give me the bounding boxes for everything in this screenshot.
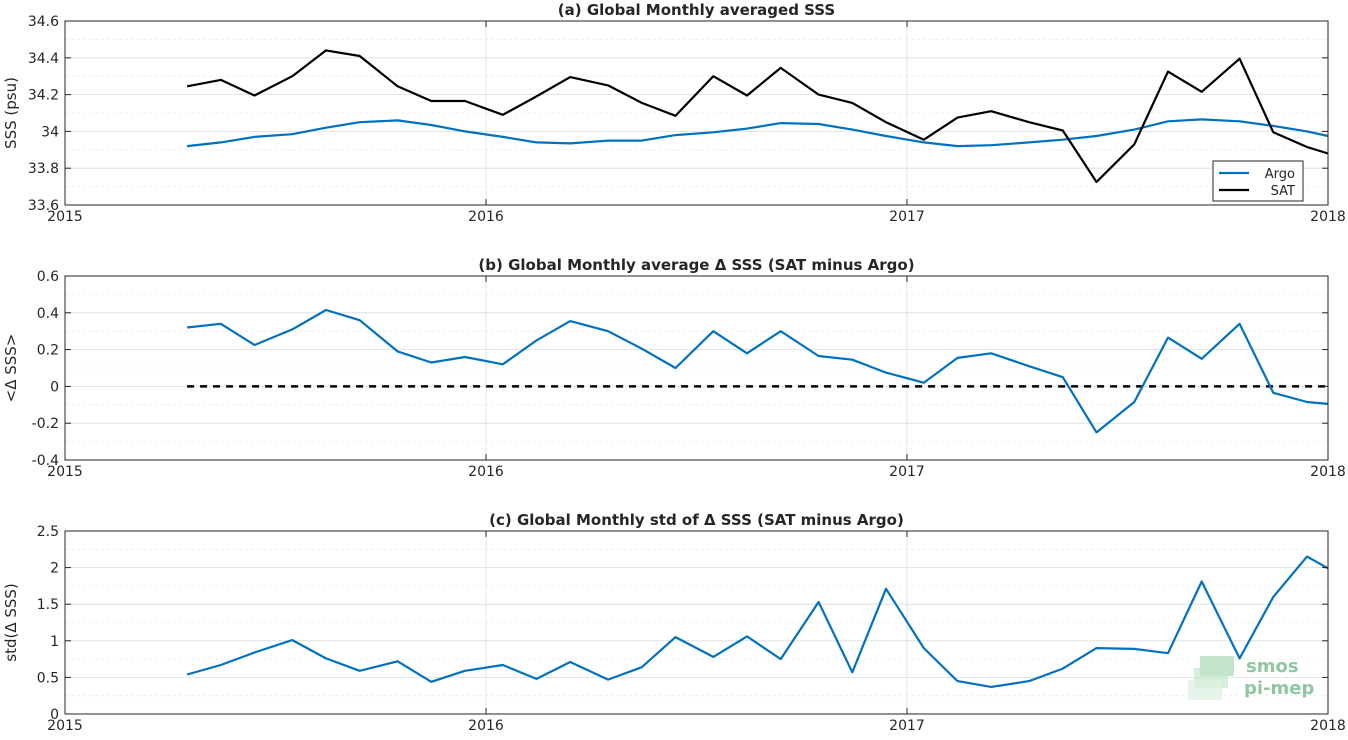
y-tick-label: 34.4 xyxy=(28,51,59,67)
y-tick-label: 34.2 xyxy=(28,88,59,104)
smos-pi-mep-logo: smos pi-mep xyxy=(1188,656,1314,700)
y-tick-label: 0.6 xyxy=(37,269,59,285)
series-line-argo xyxy=(186,118,1329,148)
x-tick-label: 2015 xyxy=(47,209,83,225)
logo-text-line2: pi-mep xyxy=(1244,678,1314,699)
y-axis-label: SSS (psu) xyxy=(2,77,20,149)
panel-2: -0.4 -0.2 0 0.2 0.4 0.6 2015 2016 2017 2018 (b) Gl… xyxy=(2,256,1346,480)
y-tick-label: 1.5 xyxy=(37,597,59,613)
panel-1: 33.6 33.8 34 34.2 34.4 34.6 2015 2016 2017 2018 (a… xyxy=(2,1,1346,225)
legend: Argo SAT xyxy=(1212,160,1304,202)
y-tick-label: 33.6 xyxy=(28,198,59,214)
x-tick-label: 2017 xyxy=(889,209,925,225)
chart-title: (c) Global Monthly std of Δ SSS (SAT min… xyxy=(489,511,904,529)
x-tick-label: 2016 xyxy=(468,464,504,480)
x-tick-label: 2017 xyxy=(889,464,925,480)
y-tick-label: -0.2 xyxy=(32,416,59,432)
x-tick-label: 2018 xyxy=(1310,209,1346,225)
chart-title: (a) Global Monthly averaged SSS xyxy=(558,1,835,19)
x-tick-label: 2015 xyxy=(47,718,83,734)
panel-3: 0 0.5 1 1.5 2 2.5 2015 2016 2017 2018 (c) Global M… xyxy=(2,511,1346,734)
y-tick-label: 34 xyxy=(41,124,59,140)
y-tick-label: 1 xyxy=(50,634,59,650)
legend-box xyxy=(1212,160,1304,202)
y-axis-label: std(Δ SSS) xyxy=(2,583,20,662)
logo-text-line1: smos xyxy=(1246,656,1299,677)
x-tick-label: 2016 xyxy=(468,209,504,225)
logo-mark-shadow-2 xyxy=(1188,680,1222,700)
y-tick-label: 0.4 xyxy=(37,306,59,322)
y-tick-label: -0.4 xyxy=(32,453,59,469)
y-tick-label: 2.5 xyxy=(37,524,59,540)
y-tick-label: 33.8 xyxy=(28,161,59,177)
series-line-sat xyxy=(186,49,1329,184)
series-line-1 xyxy=(186,555,1329,689)
y-tick-label: 0 xyxy=(50,707,59,723)
x-tick-label: 2017 xyxy=(889,718,925,734)
legend-label-argo: Argo xyxy=(1265,167,1295,182)
x-tick-label: 2018 xyxy=(1310,718,1346,734)
x-tick-label: 2016 xyxy=(468,718,504,734)
series-line-1 xyxy=(186,308,1329,434)
axes-box xyxy=(64,275,1329,461)
y-tick-label: 0.5 xyxy=(37,670,59,686)
y-tick-label: 0.2 xyxy=(37,343,59,359)
legend-label-sat: SAT xyxy=(1271,184,1295,199)
chart-title: (b) Global Monthly average Δ SSS (SAT mi… xyxy=(478,256,914,274)
y-axis-label: <Δ SSS> xyxy=(2,334,20,403)
x-tick-label: 2015 xyxy=(47,464,83,480)
y-tick-label: 2 xyxy=(50,561,59,577)
y-tick-label: 0 xyxy=(50,379,59,395)
x-tick-label: 2018 xyxy=(1310,464,1346,480)
axes-box xyxy=(64,530,1329,715)
y-tick-label: 34.6 xyxy=(28,14,59,30)
axes-box xyxy=(64,20,1329,206)
